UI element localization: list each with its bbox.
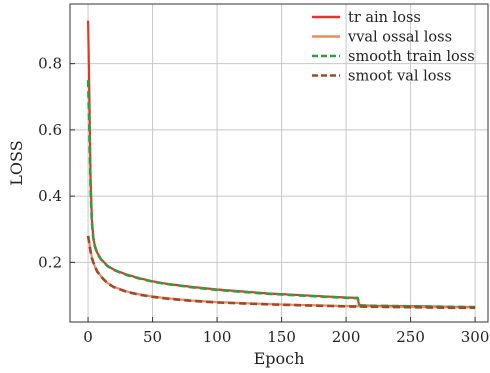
legend-label-2: smooth train loss [348,49,475,65]
legend-label-3: smoot val loss [348,69,451,85]
legend: tr ain loss vval ossal loss smooth train l… [312,10,475,85]
grid [70,4,488,322]
series-lines [86,20,476,310]
x-axis-label: Epoch [254,349,305,368]
x-tick-label: 50 [143,328,162,346]
series-line-3 [86,235,476,310]
y-axis-label: LOSS [7,140,26,185]
x-tick-label: 100 [203,328,232,346]
y-tick-label: 0.4 [38,187,62,205]
y-tick-label: 0.8 [38,55,62,73]
x-tick-label: 150 [267,328,296,346]
x-tick-label: 0 [83,328,93,346]
x-tick-label: 200 [332,328,361,346]
x-tick-label: 300 [461,328,490,346]
legend-label-0: tr ain loss [348,10,421,26]
y-tick-label: 0.2 [38,253,62,271]
axis-ticks: 0 50 100 150 200 250 300 0.2 0.4 0.6 0.8 [38,55,489,346]
x-tick-label: 250 [396,328,425,346]
legend-label-1: vval ossal loss [347,30,452,46]
y-tick-label: 0.6 [38,121,62,139]
plot-frame [69,3,489,323]
